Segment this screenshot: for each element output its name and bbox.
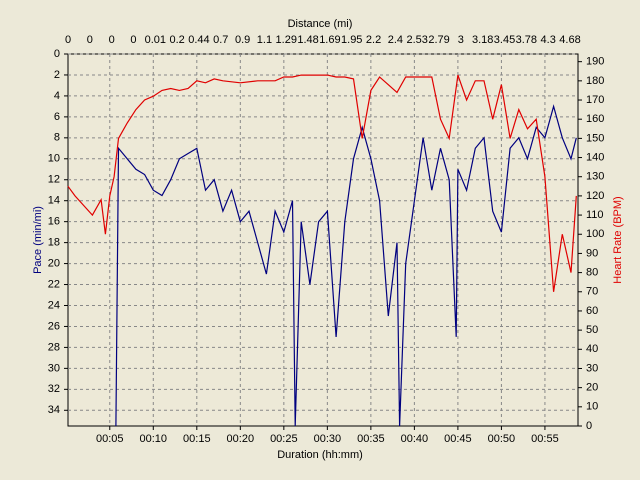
x-tick-label: 00:05 [96, 433, 124, 445]
x2-tick-label: 0 [65, 34, 71, 46]
series-line [115, 104, 577, 427]
y2-tick-label: 50 [586, 324, 598, 336]
x2-tick-label: 0 [87, 34, 93, 46]
x-tick-label: 00:35 [357, 433, 385, 445]
x2-tick-label: 2.53 [407, 34, 428, 46]
y-tick-label: 0 [54, 48, 60, 60]
x2-tick-label: 0 [109, 34, 115, 46]
x-tick-label: 00:15 [183, 433, 211, 445]
y-tick-label: 2 [54, 69, 60, 81]
x2-tick-label: 0.9 [235, 34, 250, 46]
x2-tick-label: 4.3 [541, 34, 556, 46]
y-tick-label: 24 [48, 299, 60, 311]
y2-tick-label: 60 [586, 305, 598, 317]
y2-tick-label: 30 [586, 362, 598, 374]
x2-tick-label: 0.2 [169, 34, 184, 46]
x2-tick-label: 1.29 [276, 34, 297, 46]
y2-tick-label: 160 [586, 113, 604, 125]
x-tick-label: 00:40 [401, 433, 429, 445]
y2-tick-label: 70 [586, 286, 598, 298]
y-tick-label: 34 [48, 404, 60, 416]
x2-tick-label: 4.68 [559, 34, 580, 46]
y2-tick-label: 130 [586, 171, 604, 183]
y-tick-label: 14 [48, 195, 60, 207]
y-tick-label: 18 [48, 237, 60, 249]
x2-tick-label: 3 [458, 34, 464, 46]
x2-tick-label: 0 [130, 34, 136, 46]
y-tick-label: 30 [48, 362, 60, 374]
y2-tick-label: 180 [586, 75, 604, 87]
y-tick-label: 12 [48, 174, 60, 186]
y-tick-label: 10 [48, 153, 60, 165]
y2-tick-label: 80 [586, 267, 598, 279]
y-tick-label: 20 [48, 257, 60, 269]
y2-tick-label: 90 [586, 247, 598, 259]
x2-tick-label: 0.01 [145, 34, 166, 46]
y2-tick-label: 150 [586, 132, 604, 144]
y-tick-label: 4 [54, 90, 60, 102]
x-tick-label: 00:10 [140, 433, 168, 445]
x-tick-label: 00:30 [314, 433, 342, 445]
x-axis-title: Duration (hh:mm) [277, 449, 363, 461]
x2-tick-label: 0.7 [213, 34, 228, 46]
x2-tick-label: 1.95 [341, 34, 362, 46]
y-tick-label: 26 [48, 320, 60, 332]
top-axis-title: Distance (mi) [288, 18, 353, 30]
y2-tick-label: 40 [586, 343, 598, 355]
y-tick-label: 28 [48, 341, 60, 353]
y2-tick-label: 100 [586, 228, 604, 240]
x2-tick-label: 2.2 [366, 34, 381, 46]
y-axis-title: Pace (min/mi) [32, 206, 44, 274]
x2-tick-label: 1.48 [297, 34, 318, 46]
x2-tick-label: 3.18 [472, 34, 493, 46]
y-tick-label: 6 [54, 111, 60, 123]
y-tick-label: 22 [48, 278, 60, 290]
y2-tick-label: 120 [586, 190, 604, 202]
y2-tick-label: 0 [586, 420, 592, 432]
x-tick-label: 00:20 [227, 433, 255, 445]
x2-tick-label: 1.1 [257, 34, 272, 46]
y2-axis-title: Heart Rate (BPM) [612, 196, 624, 283]
y-tick-label: 32 [48, 383, 60, 395]
y2-tick-label: 10 [586, 401, 598, 413]
x-tick-label: 00:50 [488, 433, 516, 445]
y2-tick-label: 170 [586, 94, 604, 106]
x2-tick-label: 2.79 [428, 34, 449, 46]
y2-tick-label: 190 [586, 56, 604, 68]
x-tick-label: 00:45 [444, 433, 472, 445]
x2-tick-label: 3.45 [494, 34, 515, 46]
x2-tick-label: 3.78 [516, 34, 537, 46]
x-tick-label: 00:25 [270, 433, 298, 445]
y2-tick-label: 20 [586, 382, 598, 394]
y-tick-label: 16 [48, 216, 60, 228]
y2-tick-label: 140 [586, 151, 604, 163]
x-tick-label: 00:55 [531, 433, 559, 445]
x2-tick-label: 0.44 [188, 34, 209, 46]
series-line [67, 74, 577, 292]
y2-tick-label: 110 [586, 209, 604, 221]
y-tick-label: 8 [54, 132, 60, 144]
x2-tick-label: 1.69 [319, 34, 340, 46]
x2-tick-label: 2.4 [388, 34, 403, 46]
